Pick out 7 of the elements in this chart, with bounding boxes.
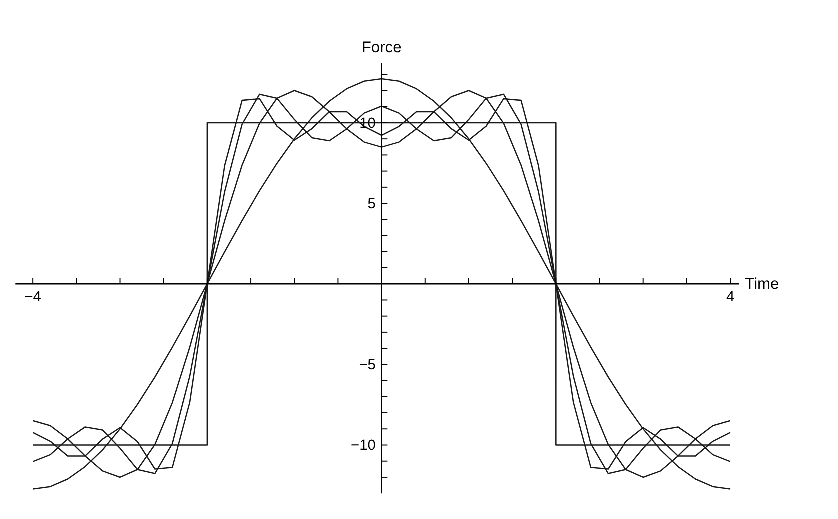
- y-tick-label: −10: [351, 438, 376, 454]
- y-axis-title: Force: [362, 40, 402, 57]
- y-tick-label: 5: [368, 196, 376, 212]
- y-tick-label: −5: [359, 358, 376, 374]
- x-tick-label: −4: [24, 290, 42, 306]
- x-axis-title: Time: [745, 276, 780, 293]
- x-tick-label: 4: [726, 290, 735, 306]
